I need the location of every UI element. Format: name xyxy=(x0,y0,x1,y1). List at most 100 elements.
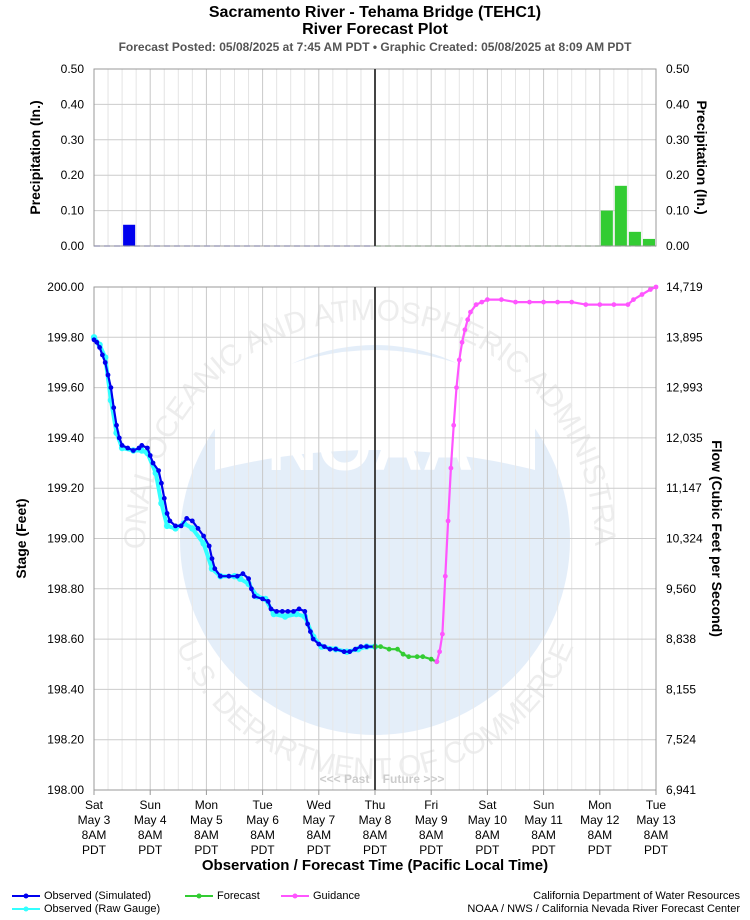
series-point-observed-simulated xyxy=(308,629,313,634)
series-point-observed-simulated xyxy=(119,443,125,448)
series-point-observed-simulated xyxy=(322,644,327,649)
precip-ytick-left: 0.50 xyxy=(61,62,85,76)
series-line-forecast xyxy=(375,645,438,663)
legend-item-observed-simulated: Observed (Simulated) xyxy=(12,890,151,902)
series-point-guidance xyxy=(451,422,457,428)
xtick-label: May 8 xyxy=(359,813,392,827)
xtick-label: May 5 xyxy=(190,813,223,827)
series-point-observed-raw-gauge xyxy=(189,525,196,532)
series-point-observed-simulated xyxy=(249,586,254,592)
credit-line-2: NOAA / NWS / California Nevada River For… xyxy=(467,903,740,915)
xtick-label: Sat xyxy=(478,798,497,812)
series-point-guidance xyxy=(459,339,465,345)
stage-ytick-left: 199.60 xyxy=(47,381,84,395)
series-point-observed-simulated xyxy=(159,480,164,486)
series-point-observed-simulated xyxy=(260,596,265,602)
series-point-guidance xyxy=(485,297,490,302)
flow-ytick-right: 14,719 xyxy=(666,280,703,294)
stage-ytick-left: 198.60 xyxy=(47,632,84,646)
series-point-observed-simulated xyxy=(97,345,102,350)
xtick-label: PDT xyxy=(82,843,107,857)
series-point-observed-simulated xyxy=(234,573,240,579)
xtick-label: 8AM xyxy=(363,828,388,842)
xtick-label: 8AM xyxy=(194,828,219,842)
series-point-observed-simulated xyxy=(145,445,150,451)
series-point-observed-simulated xyxy=(358,644,364,649)
precip-ytick-right: 0.50 xyxy=(666,62,690,76)
stage-ylabel: Stage (Feet) xyxy=(13,498,29,578)
xtick-label: PDT xyxy=(475,843,500,857)
xtick-label: May 4 xyxy=(134,813,167,827)
series-point-observed-simulated xyxy=(125,445,131,451)
series-point-observed-simulated xyxy=(226,573,232,579)
series-point-guidance xyxy=(653,284,659,290)
xtick-label: May 7 xyxy=(302,813,335,827)
series-point-guidance xyxy=(456,357,462,363)
flow-ytick-right: 7,524 xyxy=(666,733,696,747)
flow-ytick-right: 13,895 xyxy=(666,330,703,344)
series-point-observed-raw-gauge xyxy=(163,522,171,530)
series-point-forecast xyxy=(420,654,426,660)
legend-label: Observed (Raw Gauge) xyxy=(44,903,161,915)
noaa-watermark-text: NOAA xyxy=(267,407,473,485)
stage-ytick-left: 199.20 xyxy=(47,481,84,495)
xtick-label: PDT xyxy=(419,843,444,857)
xtick-label: 8AM xyxy=(306,828,331,842)
series-point-forecast xyxy=(406,654,412,660)
series-point-guidance xyxy=(648,287,653,292)
stage-flow-panel: 198.00 6,941 198.20 7,524 198.40 8,155 198.60 8… xyxy=(13,280,725,874)
xtick-label: 8AM xyxy=(138,828,163,842)
legend-item-observed-raw: Observed (Raw Gauge) xyxy=(12,903,160,915)
xtick-label: Thu xyxy=(365,798,386,812)
series-point-observed-simulated xyxy=(218,573,223,579)
series-point-guidance xyxy=(541,299,546,305)
precip-ytick-left: 0.00 xyxy=(61,239,85,253)
legend-label: Observed (Simulated) xyxy=(44,890,151,902)
precip-ytick-right: 0.20 xyxy=(666,168,690,182)
precip-ylabel-left: Precipitation (In.) xyxy=(27,100,43,214)
series-point-observed-simulated xyxy=(310,636,316,642)
precip-ytick-right: 0.10 xyxy=(666,204,690,218)
series-point-observed-simulated xyxy=(102,360,108,365)
flow-ytick-right: 6,941 xyxy=(666,783,696,797)
stage-ytick-left: 198.40 xyxy=(47,682,84,696)
series-point-observed-simulated xyxy=(305,621,310,627)
series-point-observed-simulated xyxy=(209,556,215,561)
past-future-label: <<< Past Future >>> xyxy=(320,772,445,786)
series-point-observed-simulated xyxy=(327,646,333,652)
series-point-observed-simulated xyxy=(201,533,207,539)
series-point-observed-simulated xyxy=(167,518,173,524)
series-point-observed-simulated xyxy=(291,609,296,614)
series-point-observed-simulated xyxy=(105,372,111,378)
series-point-observed-simulated xyxy=(130,448,136,453)
xtick-label: Mon xyxy=(588,798,611,812)
series-point-observed-simulated xyxy=(302,609,308,614)
flow-ytick-right: 8,838 xyxy=(666,632,696,646)
xtick-label: Tue xyxy=(646,798,667,812)
xtick-label: Sun xyxy=(140,798,161,812)
series-point-guidance xyxy=(465,317,471,323)
credit-line-1: California Department of Water Resources xyxy=(533,890,740,902)
precip-bar xyxy=(600,210,613,246)
precip-ytick-right: 0.00 xyxy=(666,239,690,253)
xtick-label: PDT xyxy=(532,843,557,857)
series-point-observed-simulated xyxy=(206,543,212,549)
stage-ytick-left: 200.00 xyxy=(47,280,84,294)
xtick-label: PDT xyxy=(307,843,332,857)
series-point-guidance xyxy=(445,518,451,524)
series-point-observed-simulated xyxy=(94,339,100,345)
precip-bar xyxy=(123,224,136,246)
stage-ytick-left: 198.20 xyxy=(47,733,84,747)
series-point-observed-simulated xyxy=(274,609,279,614)
stage-ytick-left: 198.80 xyxy=(47,582,84,596)
series-point-guidance xyxy=(569,299,575,305)
series-point-guidance xyxy=(448,465,454,471)
xtick-label: May 6 xyxy=(246,813,279,827)
series-point-guidance xyxy=(468,309,473,315)
precip-bar xyxy=(628,231,641,246)
xtick-label: 8AM xyxy=(644,828,669,842)
series-point-observed-simulated xyxy=(178,523,184,529)
series-point-observed-raw-gauge xyxy=(200,540,207,547)
stage-ytick-left: 199.00 xyxy=(47,532,84,546)
flow-ytick-right: 11,147 xyxy=(666,481,702,495)
